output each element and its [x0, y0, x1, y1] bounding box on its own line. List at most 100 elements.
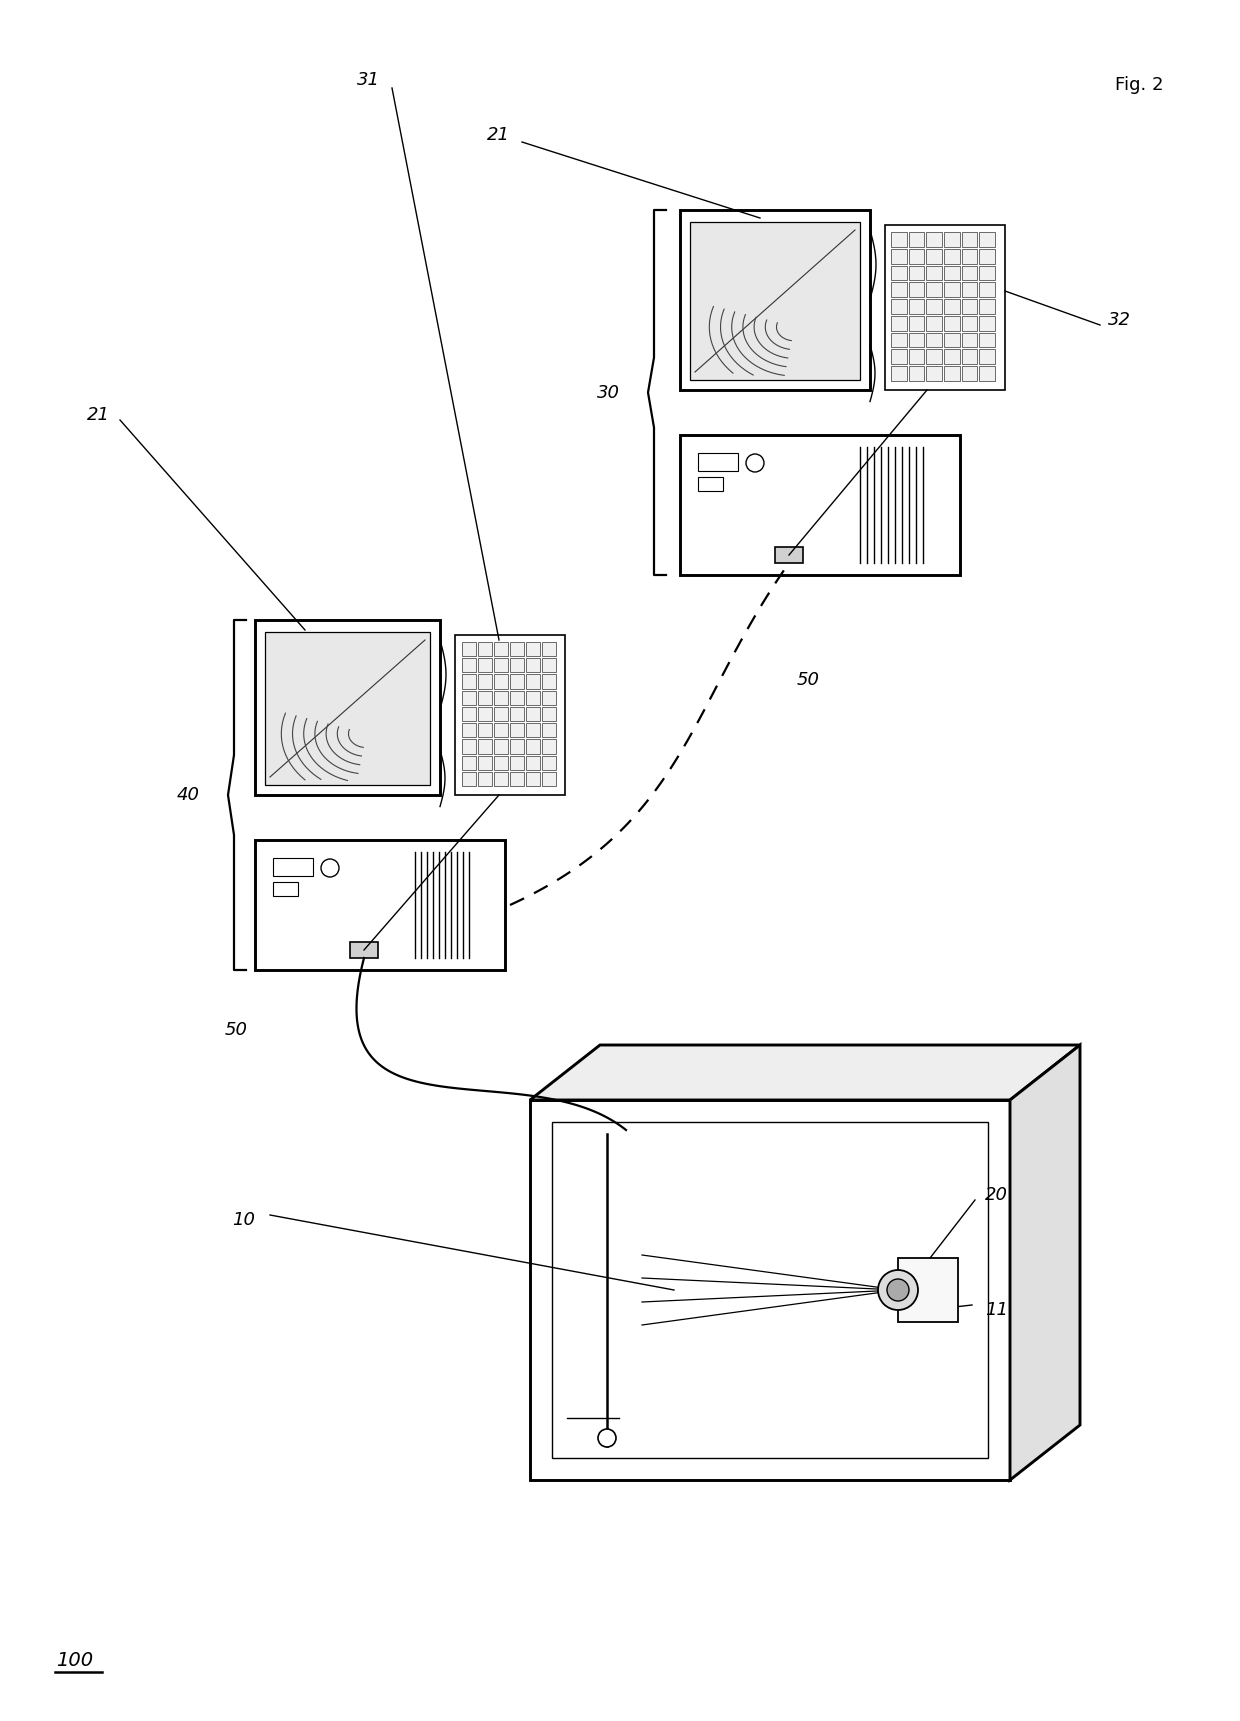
Bar	[463, 723, 476, 737]
Text: 50: 50	[797, 671, 820, 688]
Text: 21: 21	[487, 126, 510, 145]
Bar	[542, 642, 556, 656]
Bar	[477, 756, 492, 769]
Circle shape	[887, 1279, 909, 1301]
Bar	[265, 632, 430, 785]
Bar	[552, 1122, 988, 1458]
Bar	[909, 282, 924, 298]
Bar	[962, 299, 977, 313]
Bar	[962, 250, 977, 263]
Text: 21: 21	[87, 406, 110, 423]
Bar	[980, 282, 994, 298]
Bar	[542, 771, 556, 786]
Bar	[926, 367, 942, 380]
Bar	[510, 675, 525, 688]
Bar	[944, 349, 960, 365]
Bar	[542, 707, 556, 721]
Polygon shape	[1011, 1045, 1080, 1480]
Bar	[909, 332, 924, 348]
Bar	[510, 756, 525, 769]
Circle shape	[746, 454, 764, 472]
Bar	[526, 756, 539, 769]
Bar	[926, 232, 942, 246]
Text: 40: 40	[177, 786, 200, 804]
Circle shape	[598, 1428, 616, 1447]
Bar	[892, 250, 906, 263]
Circle shape	[878, 1270, 918, 1310]
Bar	[892, 349, 906, 365]
Bar	[892, 317, 906, 330]
Bar	[926, 299, 942, 313]
Bar	[477, 642, 492, 656]
Bar	[909, 250, 924, 263]
Text: 20: 20	[985, 1186, 1008, 1205]
Bar	[944, 232, 960, 246]
Bar	[273, 881, 298, 897]
Bar	[898, 1258, 959, 1322]
Bar	[909, 317, 924, 330]
Text: 11: 11	[985, 1301, 1008, 1318]
Bar	[962, 282, 977, 298]
Bar	[477, 675, 492, 688]
Bar	[689, 222, 861, 380]
Bar	[892, 265, 906, 281]
Bar	[962, 367, 977, 380]
Bar	[542, 675, 556, 688]
Bar	[980, 367, 994, 380]
Bar	[892, 367, 906, 380]
Bar	[510, 740, 525, 754]
Polygon shape	[529, 1045, 1080, 1100]
Bar	[962, 317, 977, 330]
Bar	[526, 707, 539, 721]
Bar	[944, 265, 960, 281]
Bar	[494, 707, 508, 721]
Bar	[944, 332, 960, 348]
Bar	[909, 232, 924, 246]
Bar	[510, 707, 525, 721]
Bar	[944, 367, 960, 380]
Bar	[909, 367, 924, 380]
Bar	[926, 332, 942, 348]
Bar	[463, 690, 476, 706]
Bar	[529, 1100, 1011, 1480]
Bar	[494, 756, 508, 769]
Bar	[510, 642, 525, 656]
Bar	[526, 723, 539, 737]
Bar	[962, 265, 977, 281]
Bar	[542, 690, 556, 706]
Bar	[698, 477, 723, 490]
Bar	[463, 657, 476, 673]
Bar	[944, 317, 960, 330]
Bar	[698, 453, 738, 472]
Bar	[526, 771, 539, 786]
Bar	[962, 232, 977, 246]
Bar	[980, 349, 994, 365]
Bar	[962, 332, 977, 348]
Bar	[962, 349, 977, 365]
Bar	[980, 332, 994, 348]
Bar	[463, 756, 476, 769]
Bar	[255, 620, 440, 795]
Bar	[980, 232, 994, 246]
Bar	[463, 740, 476, 754]
Bar	[510, 690, 525, 706]
Bar	[494, 740, 508, 754]
Bar	[892, 232, 906, 246]
Bar	[775, 547, 804, 563]
Bar	[494, 675, 508, 688]
Bar	[494, 771, 508, 786]
Text: 30: 30	[596, 384, 620, 401]
Bar	[526, 740, 539, 754]
Bar	[909, 349, 924, 365]
Bar	[494, 690, 508, 706]
Bar	[944, 250, 960, 263]
Bar	[542, 740, 556, 754]
Bar	[926, 349, 942, 365]
Bar	[510, 771, 525, 786]
Bar	[526, 675, 539, 688]
Bar	[494, 642, 508, 656]
Bar	[463, 675, 476, 688]
Bar	[542, 756, 556, 769]
Bar	[477, 657, 492, 673]
Text: 50: 50	[224, 1021, 248, 1039]
